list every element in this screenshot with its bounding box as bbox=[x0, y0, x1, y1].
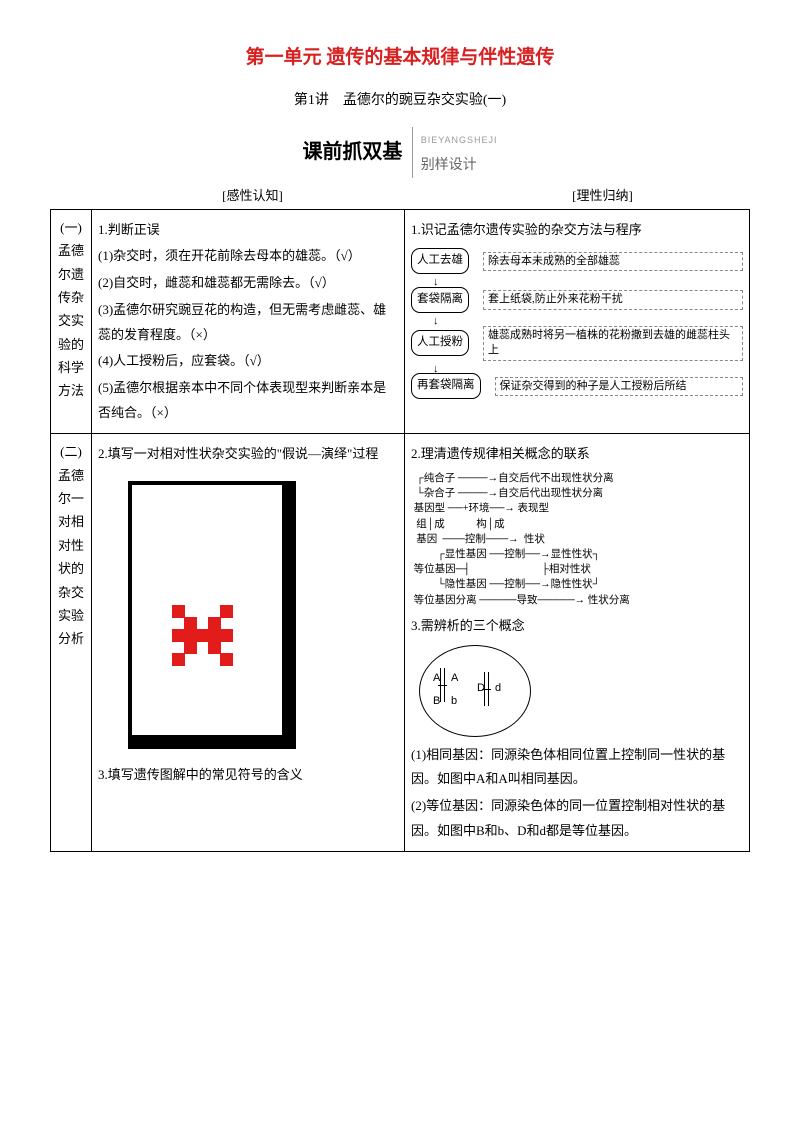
column-headers: [感性认知] [理性归纳] bbox=[50, 184, 750, 209]
row2-left-heading3: 3.填写遗传图解中的常见符号的含义 bbox=[98, 763, 398, 788]
flow-box-1: 人工去雄 bbox=[411, 248, 469, 274]
flow-desc-2: 套上纸袋,防止外来花粉干扰 bbox=[483, 290, 743, 309]
banner-pinyin: BIEYANGSHEJI bbox=[421, 135, 498, 145]
col-header-left: [感性认知] bbox=[50, 184, 455, 209]
row1-left-heading: 1.判断正误 bbox=[98, 218, 398, 243]
row1-left-item-1: (1)杂交时，须在开花前除去母本的雄蕊。（√） bbox=[98, 244, 398, 269]
row1-label: (一)孟德尔遗传杂交实验的科学方法 bbox=[51, 209, 92, 434]
row1-left-item-2: (2)自交时，雌蕊和雄蕊都无需除去。（√） bbox=[98, 271, 398, 296]
flow-arrow: ↓ bbox=[433, 278, 743, 287]
flow-desc-3: 雄蕊成熟时将另一植株的花粉撒到去雄的雌蕊柱头上 bbox=[483, 326, 743, 361]
label-d: d bbox=[495, 678, 501, 699]
row2-right-p1: (1)相同基因：同源染色体相同位置上控制同一性状的基因。如图中A和A叫相同基因。 bbox=[411, 743, 743, 792]
flow-arrow: ↓ bbox=[433, 365, 743, 374]
row1-right-heading: 1.识记孟德尔遗传实验的杂交方法与程序 bbox=[411, 218, 743, 243]
page-title: 第一单元 遗传的基本规律与伴性遗传 bbox=[50, 40, 750, 76]
banner-main: 课前抓双基 bbox=[302, 133, 402, 171]
row1-right-cell: 1.识记孟德尔遗传实验的杂交方法与程序 人工去雄 除去母本未成熟的全部雄蕊 ↓ … bbox=[405, 209, 750, 434]
flow-box-2: 套袋隔离 bbox=[411, 287, 469, 313]
row1-left-item-4: (4)人工授粉后，应套袋。（√） bbox=[98, 349, 398, 374]
col-header-right: [理性归纳] bbox=[455, 184, 750, 209]
flow-box-3: 人工授粉 bbox=[411, 330, 469, 356]
row2-left-cell: 2.填写一对相对性状杂交实验的"假说—演绎"过程 bbox=[92, 434, 405, 852]
label-B: B bbox=[433, 691, 440, 712]
flow-arrow: ↓ bbox=[433, 317, 743, 326]
label-D: D bbox=[477, 678, 485, 699]
page-subtitle: 第1讲 孟德尔的豌豆杂交实验(一) bbox=[50, 88, 750, 115]
main-table: (一)孟德尔遗传杂交实验的科学方法 1.判断正误 (1)杂交时，须在开花前除去母… bbox=[50, 209, 750, 853]
label-b: b bbox=[451, 691, 457, 712]
image-placeholder bbox=[128, 481, 296, 749]
banner-sub: 别样设计 bbox=[421, 156, 477, 172]
section-banner: 课前抓双基 BIEYANGSHEJI 别样设计 bbox=[50, 127, 750, 178]
row2-right-p2: (2)等位基因：同源染色体的同一位置控制相对性状的基因。如图中B和b、D和d都是… bbox=[411, 794, 743, 843]
flow-box-4: 再套袋隔离 bbox=[411, 373, 481, 399]
label-A: A bbox=[433, 668, 440, 689]
row1-left-cell: 1.判断正误 (1)杂交时，须在开花前除去母本的雄蕊。（√） (2)自交时，雌蕊… bbox=[92, 209, 405, 434]
row1-left-item-5: (5)孟德尔根据亲本中不同个体表现型来判断亲本是否纯合。（×） bbox=[98, 376, 398, 425]
row2-left-heading2: 2.填写一对相对性状杂交实验的"假说—演绎"过程 bbox=[98, 442, 398, 467]
flow-chart: 人工去雄 除去母本未成熟的全部雄蕊 ↓ 套袋隔离 套上纸袋,防止外来花粉干扰 ↓… bbox=[411, 248, 743, 399]
chromosome-circle-diagram: A A B b D d bbox=[419, 645, 531, 737]
flow-desc-1: 除去母本未成熟的全部雄蕊 bbox=[483, 252, 743, 271]
flow-desc-4: 保证杂交得到的种子是人工授粉后所结 bbox=[495, 377, 744, 396]
concept-map: ┌纯合子 ────→自交后代不出现性状分离 └杂合子 ────→自交后代出现性状… bbox=[411, 471, 743, 608]
label-A: A bbox=[451, 668, 458, 689]
row2-label: (二)孟德尔一对相对性状的杂交实验分析 bbox=[51, 434, 92, 852]
row2-right-cell: 2.理清遗传规律相关概念的联系 ┌纯合子 ────→自交后代不出现性状分离 └杂… bbox=[405, 434, 750, 852]
row2-right-heading2: 2.理清遗传规律相关概念的联系 bbox=[411, 442, 743, 467]
row1-left-item-3: (3)孟德尔研究豌豆花的构造，但无需考虑雌蕊、雄蕊的发育程度。（×） bbox=[98, 298, 398, 347]
row2-right-heading3: 3.需辨析的三个概念 bbox=[411, 614, 743, 639]
